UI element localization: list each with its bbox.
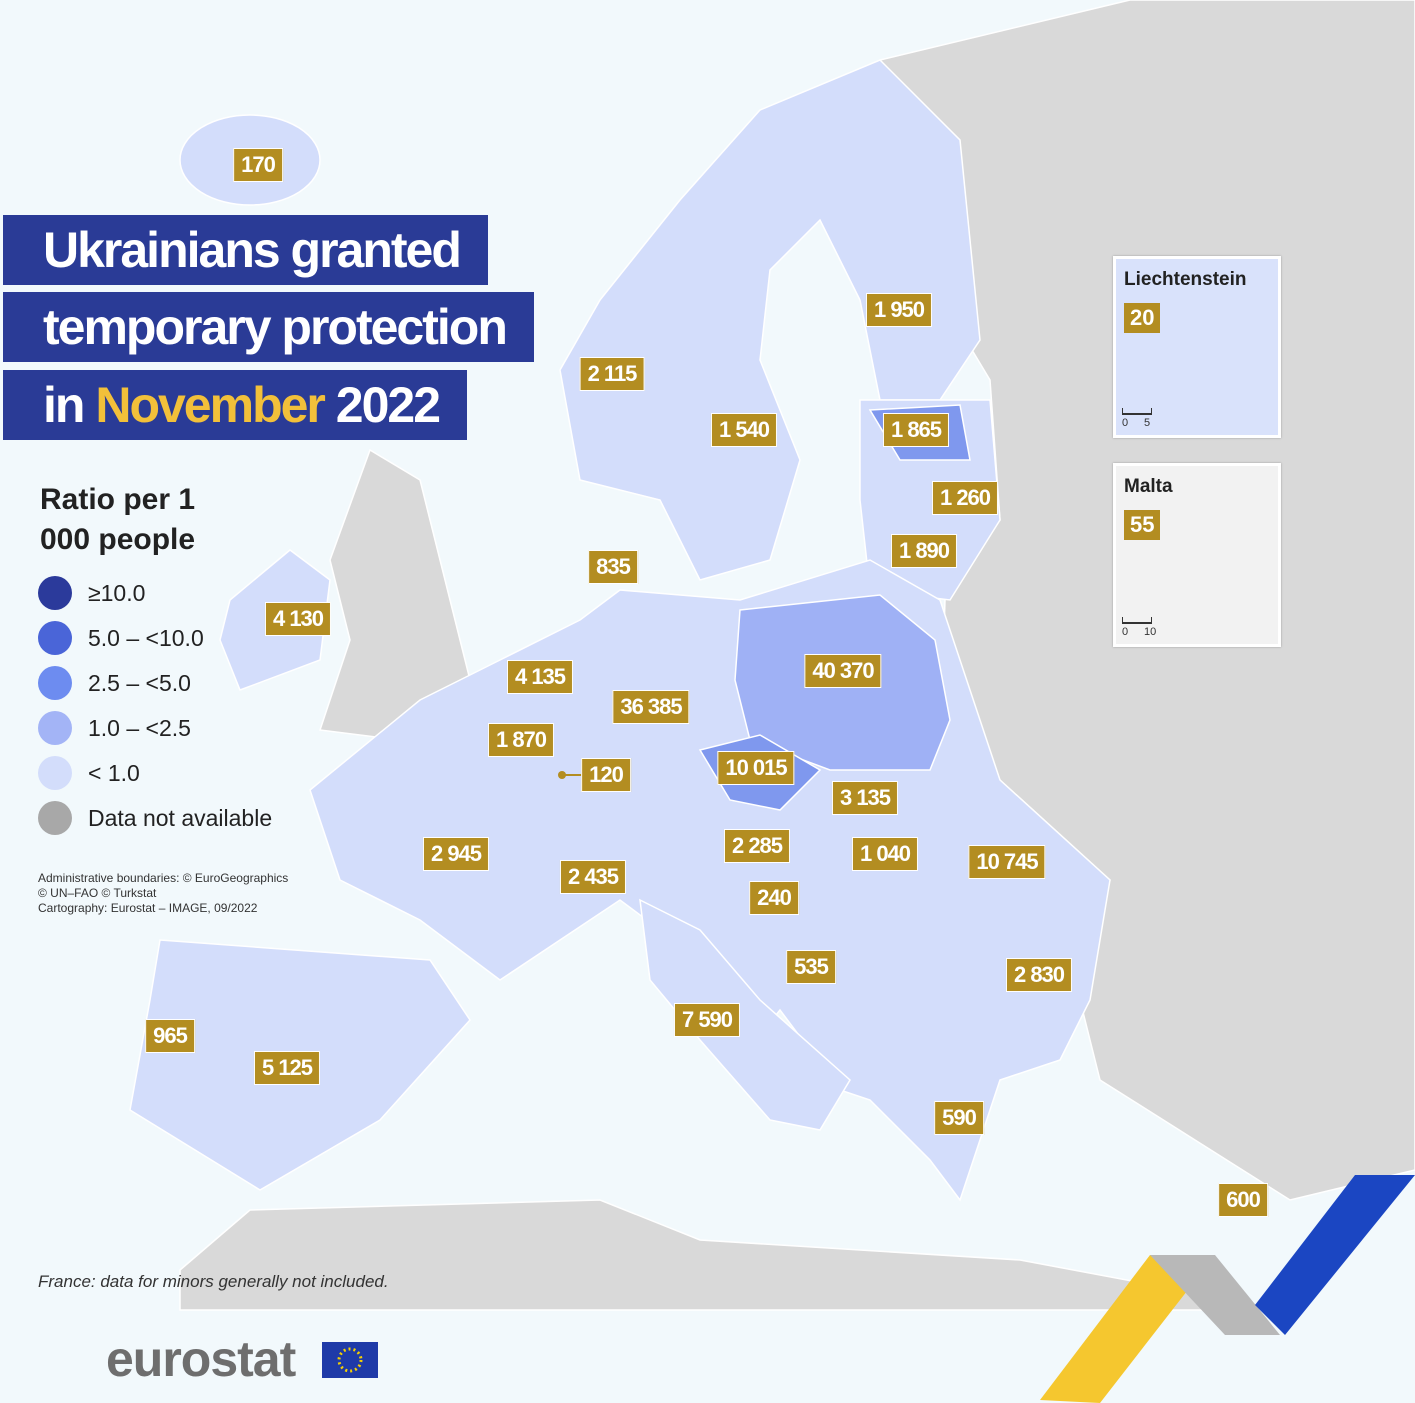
legend-label: ≥10.0 <box>88 579 146 606</box>
brand: eurostat <box>106 1331 296 1387</box>
legend-label: < 1.0 <box>88 759 140 786</box>
scale-line <box>1122 408 1152 415</box>
value-label: 4 135 <box>506 660 574 694</box>
credit-line: Administrative boundaries: © EuroGeograp… <box>38 871 289 885</box>
scale-bar: 0 10 <box>1122 617 1156 638</box>
legend-label: 5.0 – <10.0 <box>88 624 204 651</box>
title-line: temporary protection <box>3 292 534 362</box>
value-label: 40 370 <box>804 654 882 688</box>
logo-swoosh <box>1040 1175 1415 1403</box>
title-month: November <box>95 377 326 433</box>
inset-value: 55 <box>1124 510 1161 540</box>
legend-label: 1.0 – <2.5 <box>88 714 191 741</box>
legend-item: 1.0 – <2.5 <box>38 711 191 745</box>
value-label: 240 <box>749 881 799 915</box>
value-label: 1 870 <box>487 723 555 757</box>
legend-swatch <box>38 756 72 790</box>
italy <box>639 898 851 1131</box>
legend-swatch <box>38 711 72 745</box>
value-label: 1 865 <box>882 413 950 447</box>
scale-min: 0 <box>1122 417 1129 429</box>
swoosh-gray <box>1150 1255 1280 1335</box>
legend-swatch <box>38 621 72 655</box>
inset-name: Liechtenstein <box>1124 269 1247 290</box>
inset-name: Malta <box>1124 476 1173 497</box>
value-label: 2 945 <box>422 837 490 871</box>
scale-max: 5 <box>1144 417 1151 429</box>
value-label: 10 015 <box>717 751 795 785</box>
value-label: 1 040 <box>851 837 919 871</box>
credit-line: © UN–FAO © Turkstat <box>38 886 157 900</box>
legend-swatch <box>38 576 72 610</box>
nordics <box>559 59 981 581</box>
value-label: 2 830 <box>1005 958 1073 992</box>
legend-title: Ratio per 1 000 people <box>40 483 196 556</box>
value-label: 2 285 <box>723 829 791 863</box>
eu-flag <box>322 1342 378 1378</box>
scale-line <box>1122 617 1152 624</box>
value-label: 965 <box>145 1019 195 1053</box>
legend-item: < 1.0 <box>38 756 140 790</box>
legend-swatch <box>38 801 72 835</box>
value-label: 1 950 <box>865 293 933 327</box>
title-line: Ukrainians granted <box>3 215 488 285</box>
value-label: 590 <box>934 1101 984 1135</box>
value-label: 835 <box>588 550 638 584</box>
value-label: 10 745 <box>968 845 1046 879</box>
value-label: 2 115 <box>579 357 645 391</box>
note: France: data for minors generally not in… <box>38 1272 389 1291</box>
value-label: 1 540 <box>710 413 778 447</box>
scale-max: 10 <box>1144 626 1157 638</box>
eu-stars <box>337 1347 363 1373</box>
scale-min: 0 <box>1122 626 1129 638</box>
value-label: 170 <box>233 148 283 182</box>
leader-dot <box>558 771 566 779</box>
value-label: 36 385 <box>612 690 690 724</box>
legend-item: 2.5 – <5.0 <box>38 666 191 700</box>
legend-item: ≥10.0 <box>38 576 145 610</box>
value-label: 535 <box>786 950 836 984</box>
inset-box: Liechtenstein 20 0 5 <box>1113 256 1281 438</box>
value-label: 600 <box>1218 1183 1268 1217</box>
value-label: 1 260 <box>931 481 999 515</box>
title-word: 2022 <box>335 377 441 433</box>
swoosh-yellow <box>1040 1255 1215 1403</box>
legend-label: 2.5 – <5.0 <box>88 669 191 696</box>
inset-value: 20 <box>1124 303 1161 333</box>
value-label: 3 135 <box>831 781 899 815</box>
legend-swatch <box>38 666 72 700</box>
value-label: 120 <box>581 758 631 792</box>
title-line: in November 2022 <box>3 370 468 440</box>
africa <box>179 1199 1261 1311</box>
swoosh-blue <box>1255 1175 1415 1335</box>
value-label: 1 890 <box>890 534 958 568</box>
credit-line: Cartography: Eurostat – IMAGE, 09/2022 <box>38 901 258 915</box>
value-label: 5 125 <box>253 1051 321 1085</box>
inset-box: Malta 55 0 10 <box>1113 463 1281 647</box>
legend-item: Data not available <box>38 801 272 835</box>
legend-label: Data not available <box>88 804 273 831</box>
title-word: in <box>43 377 85 433</box>
value-label: 2 435 <box>559 860 627 894</box>
value-label: 4 130 <box>264 602 332 636</box>
legend-item: 5.0 – <10.0 <box>38 621 204 655</box>
value-label: 7 590 <box>673 1003 741 1037</box>
